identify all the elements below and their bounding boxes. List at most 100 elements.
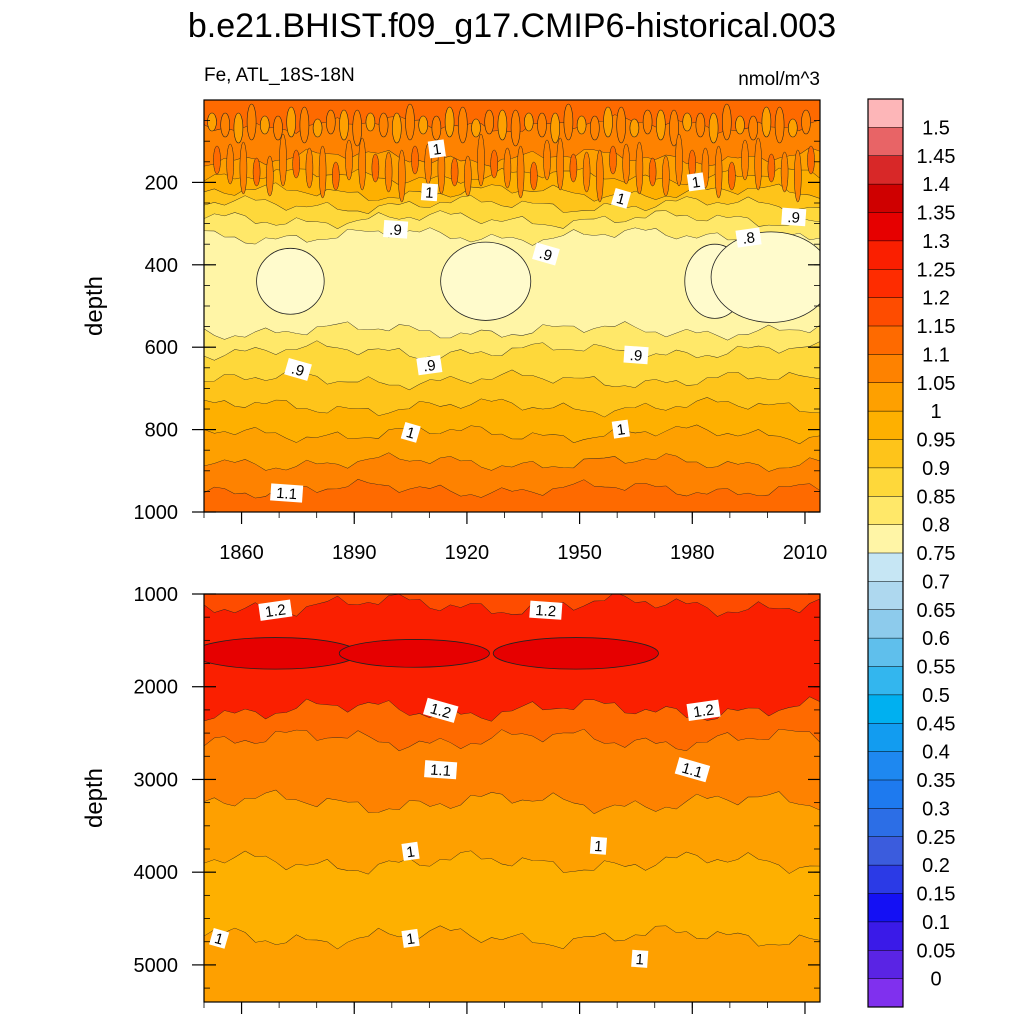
contour-label-bg bbox=[529, 600, 563, 620]
contour-label-bg bbox=[270, 483, 304, 503]
surface-cell bbox=[490, 149, 498, 179]
contour-label-text: 1 bbox=[616, 421, 627, 439]
contour-label-bg bbox=[611, 188, 632, 209]
contour-label: .9 bbox=[284, 357, 312, 381]
contour-band bbox=[204, 851, 820, 950]
contour-band bbox=[204, 479, 820, 512]
colorbar-label: 1.5 bbox=[922, 117, 950, 139]
surface-cell bbox=[464, 155, 472, 197]
colorbar-swatch bbox=[868, 467, 903, 497]
colorbar-swatch bbox=[868, 496, 903, 526]
contour-label-bg bbox=[674, 757, 711, 783]
surface-cell bbox=[582, 151, 591, 193]
contour-label-text: 1.1 bbox=[680, 760, 705, 782]
surface-cell bbox=[675, 133, 683, 187]
surface-cell bbox=[682, 112, 693, 132]
lower-y-axis-label: depth bbox=[81, 768, 108, 828]
surface-cell bbox=[378, 112, 389, 138]
contour-band bbox=[204, 340, 820, 391]
contour-label: 1.1 bbox=[424, 760, 458, 780]
surface-cell bbox=[576, 115, 587, 135]
surface-cell bbox=[220, 112, 230, 138]
surface-cell bbox=[708, 112, 719, 144]
contour-label-text: 1 bbox=[594, 838, 604, 856]
surface-cell bbox=[286, 106, 297, 138]
contour-band bbox=[204, 452, 820, 499]
surface-cell bbox=[748, 115, 759, 141]
colorbar-label: 1.2 bbox=[922, 288, 950, 310]
contour-lobe bbox=[710, 231, 820, 323]
contour-label: 1 bbox=[589, 836, 608, 856]
colorbar-swatch bbox=[868, 893, 903, 923]
contour-label-bg bbox=[424, 760, 458, 780]
contour-label: 1.2 bbox=[686, 699, 721, 721]
contour-label: .8 bbox=[735, 227, 762, 248]
surface-cell bbox=[259, 115, 270, 135]
surface-cell bbox=[550, 112, 561, 144]
surface-cell bbox=[246, 103, 257, 141]
surface-cell bbox=[371, 153, 380, 183]
y-tick-label: 200 bbox=[145, 172, 178, 194]
contour-band bbox=[204, 397, 820, 445]
colorbar-label: 1.3 bbox=[922, 231, 950, 253]
contour-label-text: 1 bbox=[432, 141, 443, 159]
colorbar-swatch bbox=[868, 184, 903, 213]
colorbar-label: 0.35 bbox=[917, 770, 956, 792]
surface-cell bbox=[530, 161, 538, 191]
surface-cell bbox=[332, 161, 340, 191]
colorbar-swatch bbox=[868, 723, 903, 753]
colorbar-label: 0.1 bbox=[922, 912, 950, 934]
contour-label-text: .8 bbox=[741, 229, 756, 248]
colorbar-label: 0 bbox=[930, 969, 941, 991]
contour-label-bg bbox=[401, 928, 420, 948]
colorbar-swatch bbox=[868, 638, 903, 667]
x-tick-label: 1920 bbox=[445, 542, 490, 564]
y-tick-label: 1000 bbox=[134, 502, 179, 524]
surface-cell bbox=[761, 106, 772, 138]
contour-label-text: 1.2 bbox=[692, 701, 715, 721]
contour-band bbox=[204, 425, 820, 472]
contour-label-text: 1.2 bbox=[264, 601, 287, 621]
contour-patch bbox=[492, 637, 659, 670]
surface-cell bbox=[279, 133, 287, 187]
surface-cell bbox=[695, 112, 706, 138]
colorbar-label: 1.4 bbox=[922, 174, 950, 196]
colorbar-swatch bbox=[868, 212, 903, 242]
y-tick-label: 400 bbox=[145, 255, 178, 277]
colorbar-label: 1.15 bbox=[917, 316, 956, 338]
colorbar-swatch bbox=[868, 694, 903, 724]
contour-label: 1.2 bbox=[529, 600, 563, 620]
contour-label: 1 bbox=[686, 172, 706, 192]
contour-label: 1 bbox=[209, 928, 230, 949]
y-tick-label: 1000 bbox=[134, 584, 179, 606]
contour-label-bg bbox=[686, 699, 721, 721]
colorbar-label: 0.4 bbox=[922, 742, 950, 764]
surface-cell bbox=[477, 133, 485, 187]
colorbar-label: 0.65 bbox=[917, 600, 956, 622]
contour-band bbox=[204, 183, 820, 214]
surface-cell bbox=[292, 149, 300, 179]
surface-cell bbox=[239, 141, 248, 195]
contour-label: .9 bbox=[416, 355, 443, 375]
subtitle-left: Fe, ATL_18S-18N bbox=[204, 65, 355, 86]
contour-label-bg bbox=[423, 697, 459, 723]
surface-cell bbox=[471, 118, 481, 138]
contour-label-bg bbox=[209, 928, 230, 949]
colorbar-label: 1 bbox=[930, 401, 941, 423]
colorbar-label: 0.9 bbox=[922, 458, 950, 480]
contour-label: 1.2 bbox=[258, 599, 293, 621]
chart-title: b.e21.BHIST.f09_g17.CMIP6-historical.003 bbox=[188, 7, 836, 45]
contour-label: 1 bbox=[631, 949, 649, 969]
surface-cell bbox=[207, 112, 217, 132]
surface-cell bbox=[735, 115, 745, 135]
contour-band bbox=[204, 729, 820, 814]
colorbar-label: 1.35 bbox=[917, 203, 956, 225]
contour-label-text: .9 bbox=[537, 245, 554, 265]
surface-cell bbox=[233, 112, 244, 144]
contour-band bbox=[204, 321, 820, 361]
surface-cell bbox=[622, 143, 630, 185]
contour-label-text: 1.2 bbox=[428, 700, 453, 722]
contour-label: 1 bbox=[427, 139, 446, 159]
surface-cell bbox=[252, 157, 261, 187]
